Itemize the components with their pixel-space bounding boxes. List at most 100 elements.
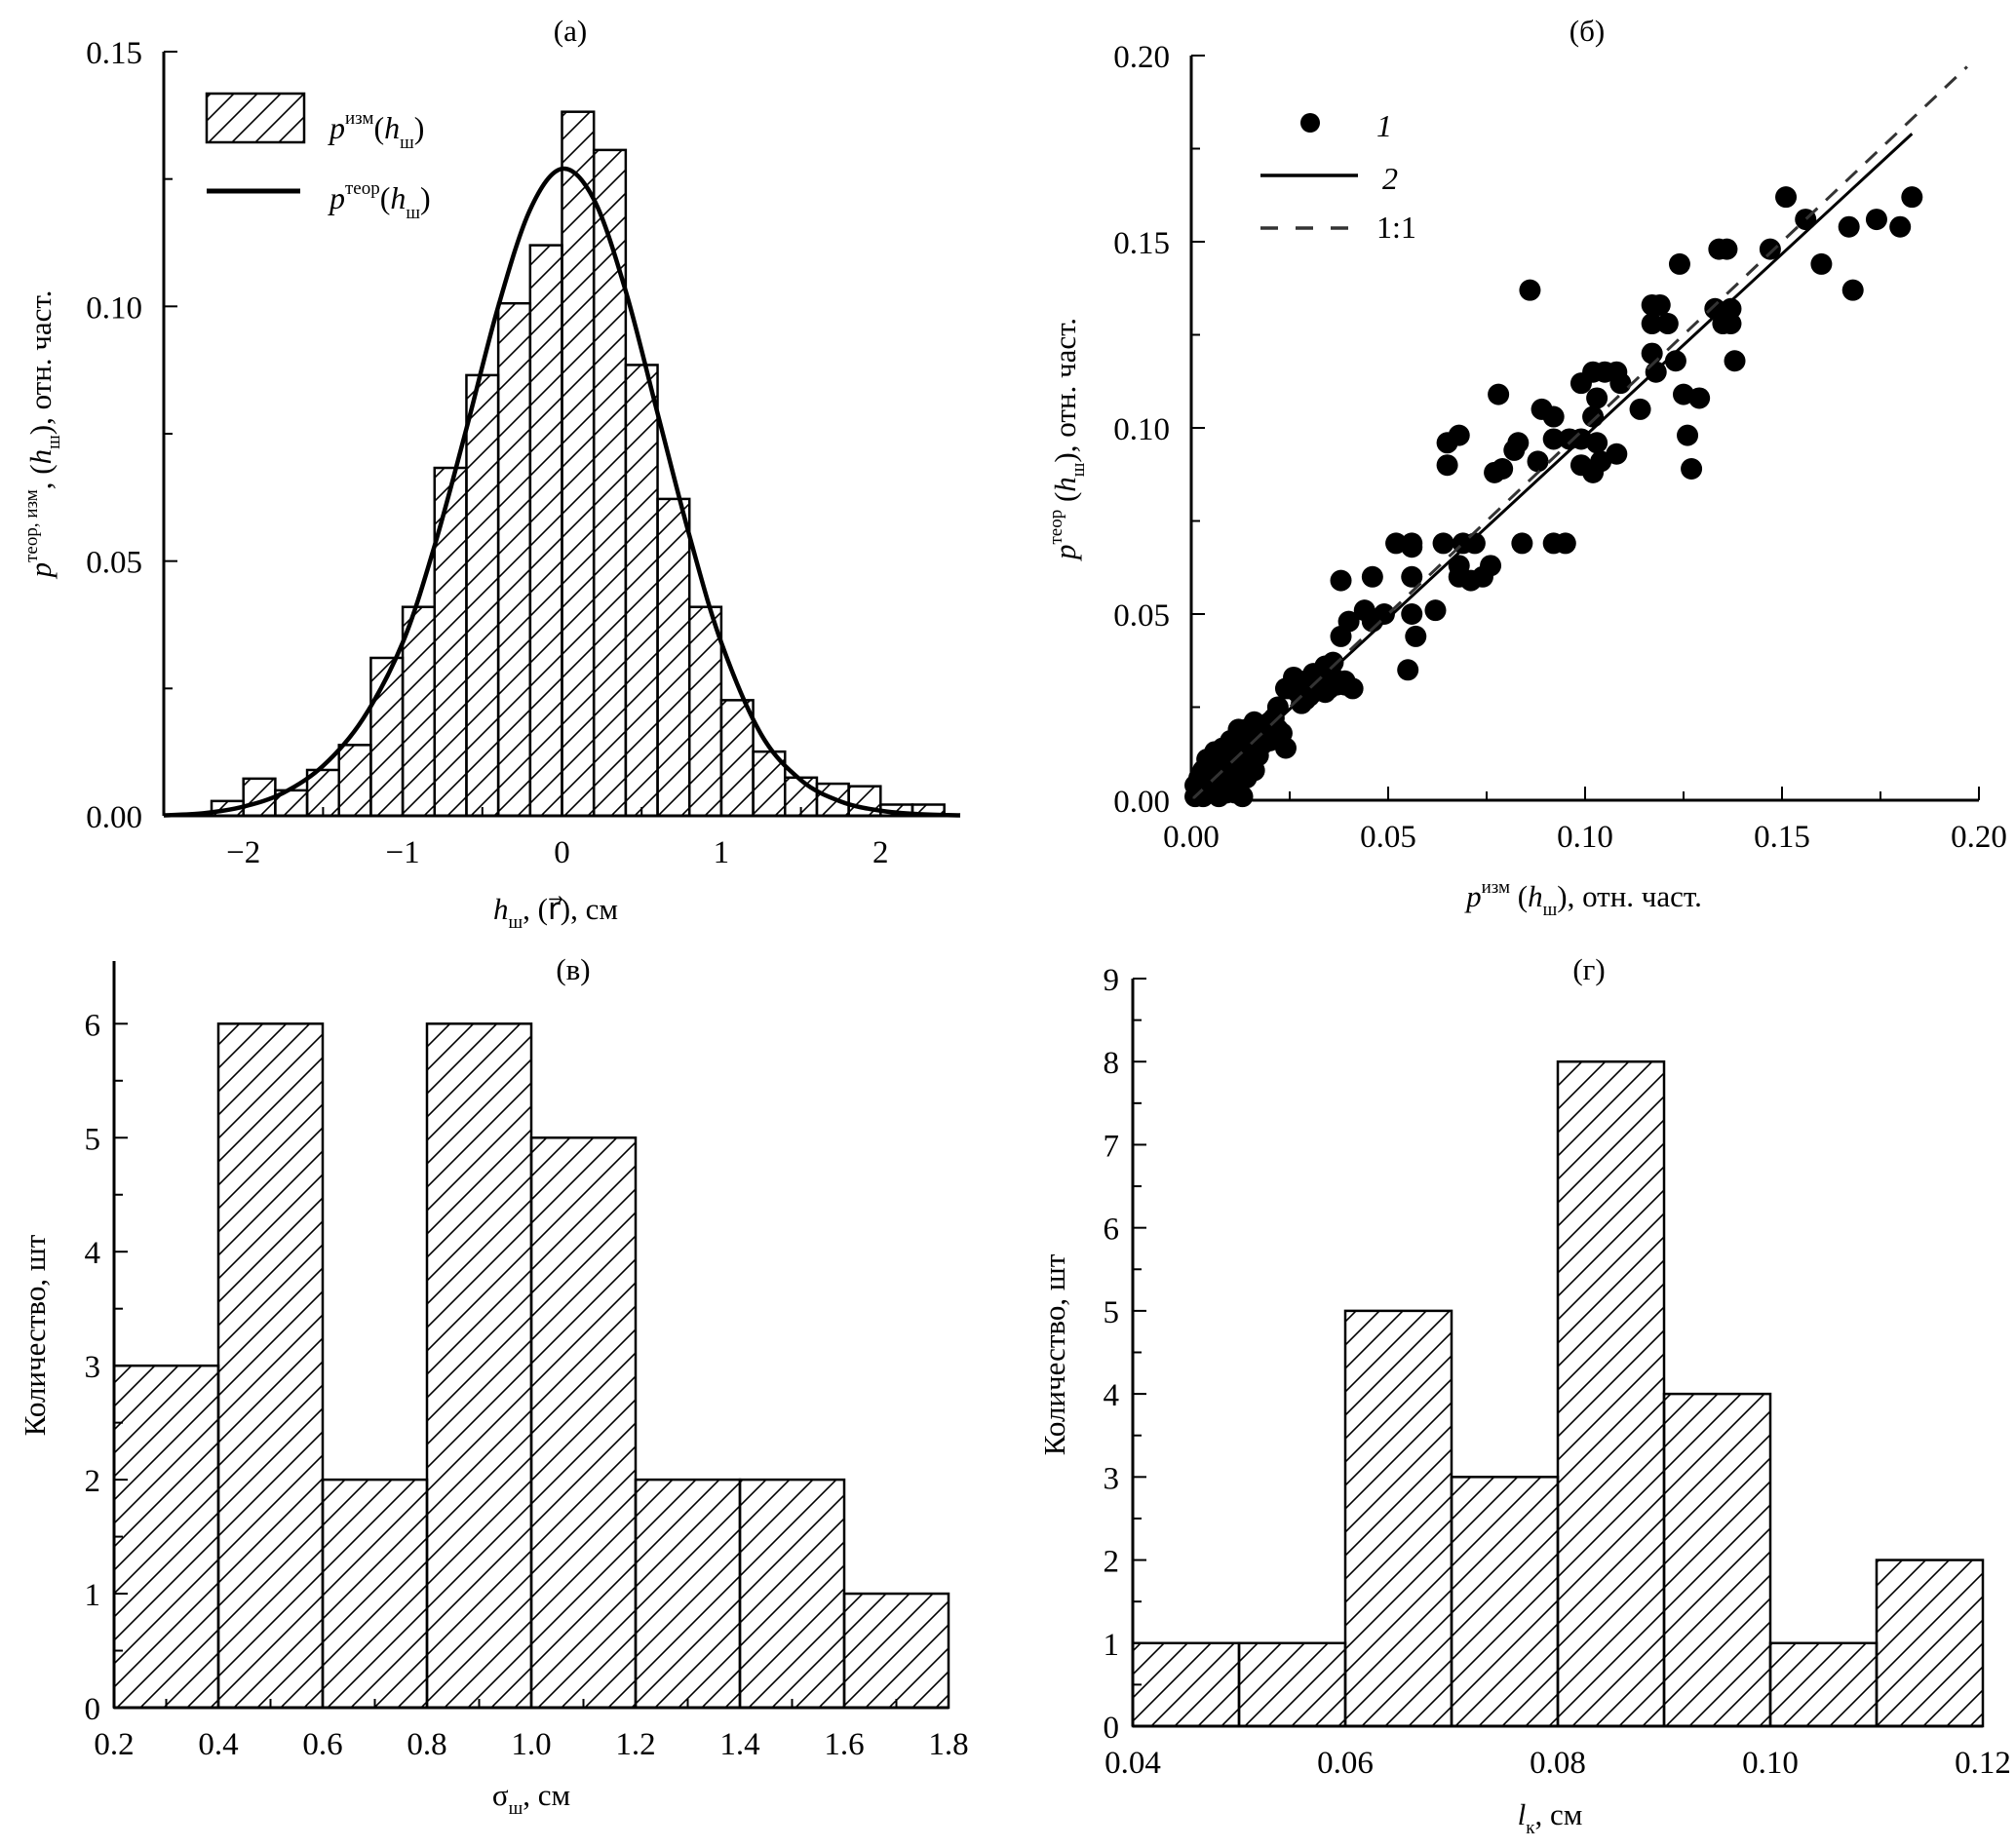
histogram-bar [1556,1059,1666,1728]
y-tick-label: 0.10 [86,290,142,326]
panel-a-axes: −2 −1 0 1 2 0.00 0.05 0.10 0.15 [86,36,960,870]
panel-b-legend: 1 2 1:1 [1260,108,1416,245]
x-tick-label: 0.6 [302,1727,342,1762]
legend-entry-1-1: 1:1 [1376,210,1416,245]
panel-d-xlabel: lк, см [1518,1797,1583,1838]
histogram-bar [687,605,723,818]
y-tick-label: 0.20 [1113,40,1170,75]
panel-b-one-to-one-line [1189,65,1968,802]
y-tick-label: 3 [85,1350,101,1385]
scatter-point [1609,372,1632,395]
x-tick-label: 1.8 [928,1727,968,1762]
x-tick-label: 0.20 [1951,820,2007,855]
scatter-point [1810,252,1833,275]
histogram-bar [496,301,532,818]
scatter-point [1542,428,1565,450]
y-tick-label: 8 [1104,1046,1120,1081]
legend-entry-1: 1 [1376,108,1392,143]
scatter-point [1436,454,1458,477]
x-tick-label: 1.0 [511,1727,551,1762]
x-tick-label: 0.05 [1360,820,1416,855]
y-tick-label: 6 [85,1008,101,1043]
scatter-point [1901,186,1923,209]
y-tick-label: 4 [85,1236,101,1271]
y-tick-label: 2 [1104,1545,1120,1580]
scatter-point [1759,238,1781,260]
histogram-bar [1450,1476,1560,1728]
panel-a-title: (а) [554,14,587,48]
y-tick-label: 1 [85,1578,101,1613]
scatter-point [1668,252,1690,275]
scatter-point [1569,372,1592,395]
y-tick-label: 0.15 [86,36,142,71]
panel-d-title: (г) [1572,952,1605,986]
legend-entry-measured: pизм(hш) [328,108,424,153]
panel-d-ylabel: Количество, шт [1037,1253,1071,1455]
histogram-bar [738,1478,846,1710]
panel-b-ylabel: pтеор (hш), отн. част. [1046,318,1089,561]
histogram-bar [842,1592,950,1710]
legend-entry-2: 2 [1382,161,1398,196]
x-tick-label: 0.08 [1530,1746,1586,1781]
panel-b-scatter: (б) 0.00 0.05 0.10 0.15 0.20 0.00 0.05 0.10 0.15… [1046,14,2007,920]
panel-d-histogram: (г) 0.04 0.06 0.08 0.10 0.12 0 1 2 3 4 5 6 7 8 9 lк, с… [1037,952,2011,1838]
x-tick-label: 0.8 [407,1727,446,1762]
y-tick-label: 0 [1104,1711,1120,1746]
scatter-point [1401,603,1423,625]
panel-d-bars [1131,1059,1985,1728]
x-tick-label: 0.00 [1163,820,1220,855]
panel-a-ylabel: pтеор, изм, (hш), отн. част. [21,290,64,580]
y-tick-label: 0.10 [1113,412,1170,447]
histogram-bar [112,1364,220,1710]
y-tick-label: 0 [85,1692,101,1727]
x-tick-label: 0.10 [1742,1746,1799,1781]
scatter-point [1681,458,1703,481]
x-tick-label: −2 [226,835,260,870]
histogram-bar [1237,1641,1347,1728]
y-tick-label: 3 [1104,1461,1120,1496]
histogram-bar [624,364,659,818]
scatter-point [1405,625,1427,647]
histogram-bar [433,466,468,818]
scatter-point [1724,350,1746,372]
scatter-point [1527,450,1549,473]
histogram-bar [1131,1641,1241,1728]
x-tick-label: 0.12 [1955,1746,2011,1781]
scatter-point [1519,279,1541,301]
histogram-bar [321,1478,429,1710]
x-tick-label: 0.15 [1754,820,1810,855]
histogram-bar [1343,1309,1453,1728]
x-tick-label: 1 [714,835,730,870]
histogram-bar [719,699,755,818]
scatter-point [1648,293,1671,316]
scatter-point [1716,238,1738,260]
panel-c-ylabel: Количество, шт [18,1234,52,1436]
scatter-point [1554,532,1576,555]
legend-entry-theory: pтеор(hш) [328,178,431,223]
x-tick-label: 0.06 [1317,1746,1374,1781]
x-tick-label: 1.6 [824,1727,864,1762]
x-tick-label: −1 [386,835,420,870]
scatter-point [1216,782,1238,804]
y-tick-label: 5 [1104,1295,1120,1330]
panel-a-histogram: (а) −2 −1 0 1 2 0.00 0.05 0.10 0.15 pизм(hш) pте… [21,14,961,933]
scatter-point [1838,215,1860,238]
scatter-point [1511,532,1533,555]
panel-b-points [1184,186,1923,808]
scatter-point [1582,405,1605,428]
scatter-point [1629,398,1651,420]
panel-a-bars [210,110,946,818]
panel-c-axes: 0.2 0.4 0.6 0.8 1.0 1.2 1.4 1.6 1.8 0 1 2 3 4 5 6 [85,961,969,1762]
y-tick-label: 0.00 [1113,785,1170,820]
x-tick-label: 1.4 [719,1727,759,1762]
y-tick-label: 7 [1104,1129,1120,1164]
scatter-point [1424,599,1447,622]
scatter-point [1688,387,1711,409]
histogram-bar [656,497,691,818]
histogram-bar [216,1022,325,1710]
scatter-point [1865,209,1887,231]
histogram-bar [1768,1641,1879,1728]
scatter-point [1330,569,1352,592]
legend-marker-icon [1300,113,1320,133]
